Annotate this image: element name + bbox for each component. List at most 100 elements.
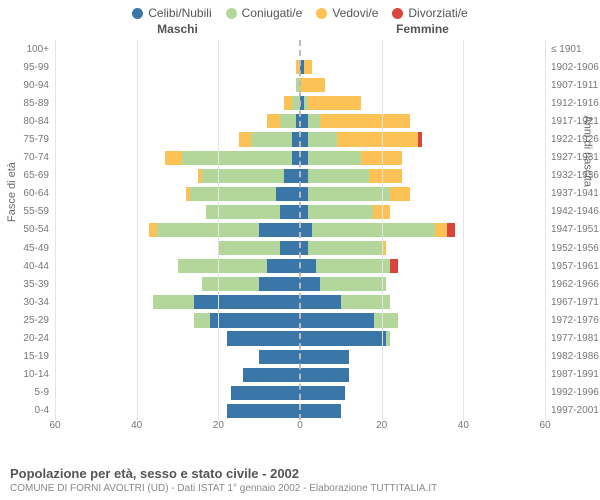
bar-seg (308, 114, 320, 128)
bar-seg (280, 205, 300, 219)
year-label: 1942-1946 (547, 203, 600, 221)
bar-seg (202, 277, 259, 291)
year-label: 1962-1966 (547, 275, 600, 293)
bar-seg (194, 295, 300, 309)
age-label: 0-4 (0, 402, 53, 420)
bar-seg (284, 96, 292, 110)
bar-seg (178, 259, 268, 273)
bar-seg (369, 169, 402, 183)
year-label: 1972-1976 (547, 311, 600, 329)
age-label: 20-24 (0, 330, 53, 348)
age-label: 25-29 (0, 311, 53, 329)
bar-seg (276, 187, 301, 201)
bar-seg (218, 241, 279, 255)
bar-seg (300, 368, 349, 382)
age-label: 35-39 (0, 275, 53, 293)
footer: Popolazione per età, sesso e stato civil… (10, 466, 590, 494)
bar-seg (308, 187, 390, 201)
bar-seg (227, 404, 301, 418)
bar-seg (284, 169, 300, 183)
year-label: 1977-1981 (547, 330, 600, 348)
age-label: 10-14 (0, 366, 53, 384)
x-tick: 20 (213, 420, 224, 431)
bar-seg (418, 132, 422, 146)
bar-seg (300, 386, 345, 400)
age-label: 95-99 (0, 58, 53, 76)
bar-seg (300, 114, 308, 128)
legend-label: Vedovi/e (332, 6, 378, 20)
year-label: 1967-1971 (547, 293, 600, 311)
year-label: 1952-1956 (547, 239, 600, 257)
bar-seg (300, 132, 308, 146)
header-female: Femmine (300, 22, 545, 36)
bar-seg (308, 169, 369, 183)
year-label: 1987-1991 (547, 366, 600, 384)
year-label: 1947-1951 (547, 221, 600, 239)
bar-seg (206, 205, 280, 219)
x-tick: 60 (539, 420, 550, 431)
bar-seg (243, 368, 300, 382)
bar-seg (210, 313, 300, 327)
age-label: 5-9 (0, 384, 53, 402)
legend-item: Coniugati/e (226, 6, 303, 20)
bar-seg (259, 350, 300, 364)
bar-seg (227, 331, 301, 345)
bar-seg (165, 151, 181, 165)
year-label: 1907-1911 (547, 76, 600, 94)
age-label: 15-19 (0, 348, 53, 366)
axis-label-age: Fasce di età (6, 162, 18, 222)
legend-swatch (316, 8, 327, 19)
bar-seg (300, 277, 320, 291)
age-label: 100+ (0, 40, 53, 58)
bar-seg (337, 132, 419, 146)
chart-title: Popolazione per età, sesso e stato civil… (10, 466, 590, 481)
bar-seg (153, 295, 194, 309)
bar-seg (308, 132, 337, 146)
bar-seg (300, 241, 308, 255)
x-tick: 20 (376, 420, 387, 431)
bar-seg (300, 331, 386, 345)
y-axis-year: ≤ 19011902-19061907-19111912-19161917-19… (547, 40, 600, 420)
bar-seg (300, 78, 325, 92)
age-label: 75-79 (0, 130, 53, 148)
bar-seg (251, 132, 292, 146)
bar-seg (300, 223, 312, 237)
bar-seg (374, 313, 399, 327)
bar-seg (267, 259, 300, 273)
bar-seg (300, 151, 308, 165)
bar-seg (386, 331, 390, 345)
bar-seg (259, 277, 300, 291)
age-label: 50-54 (0, 221, 53, 239)
bar-seg (259, 223, 300, 237)
legend-swatch (132, 8, 143, 19)
bar-seg (300, 404, 341, 418)
bar-seg (435, 223, 447, 237)
bar-seg (320, 277, 385, 291)
bar-seg (300, 350, 349, 364)
column-headers: Maschi Femmine (55, 22, 545, 36)
legend-label: Divorziati/e (408, 6, 467, 20)
axis-label-year: Anni di nascita (582, 115, 594, 187)
bar-seg (300, 205, 308, 219)
legend: Celibi/Nubili Coniugati/e Vedovi/e Divorzia… (0, 0, 600, 22)
age-label: 45-49 (0, 239, 53, 257)
bar-seg (308, 151, 361, 165)
bar-seg (239, 132, 251, 146)
bar-seg (300, 313, 374, 327)
legend-label: Celibi/Nubili (148, 6, 211, 20)
year-label: ≤ 1901 (547, 40, 600, 58)
legend-label: Coniugati/e (242, 6, 303, 20)
legend-swatch (226, 8, 237, 19)
bar-seg (149, 223, 157, 237)
bar-seg (312, 223, 435, 237)
year-label: 1997-2001 (547, 402, 600, 420)
bar-seg (320, 114, 410, 128)
bar-seg (280, 241, 300, 255)
x-axis: 6040200204060 (55, 420, 545, 436)
header-male: Maschi (55, 22, 300, 36)
year-label: 1902-1906 (547, 58, 600, 76)
bar-seg (308, 96, 361, 110)
bar-seg (316, 259, 390, 273)
age-label: 85-89 (0, 94, 53, 112)
y-axis-age: 100+95-9990-9485-8980-8475-7970-7465-696… (0, 40, 53, 420)
